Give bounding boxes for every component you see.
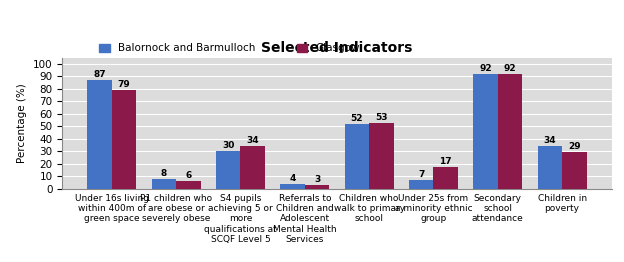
Bar: [216, 151, 240, 189]
Bar: [369, 123, 394, 189]
Bar: [305, 185, 329, 189]
Text: 79: 79: [118, 80, 130, 89]
Text: 7: 7: [418, 170, 424, 179]
Text: 34: 34: [246, 136, 259, 145]
Text: 30: 30: [222, 141, 235, 150]
Text: 87: 87: [93, 70, 106, 79]
Bar: [344, 124, 369, 189]
Y-axis label: Percentage (%): Percentage (%): [17, 83, 27, 163]
Bar: [176, 181, 200, 189]
Bar: [474, 74, 498, 189]
Text: 53: 53: [375, 112, 388, 122]
Text: 3: 3: [314, 175, 320, 184]
Text: 92: 92: [504, 64, 516, 73]
Bar: [434, 167, 458, 189]
Text: 6: 6: [185, 171, 192, 180]
Title: Selected Indicators: Selected Indicators: [261, 41, 412, 55]
Bar: [112, 90, 136, 189]
Bar: [538, 146, 562, 189]
Bar: [280, 184, 305, 189]
Text: 34: 34: [544, 136, 556, 145]
Text: 29: 29: [568, 143, 581, 151]
Text: 8: 8: [161, 169, 167, 178]
Bar: [152, 179, 176, 189]
Text: 4: 4: [290, 174, 296, 183]
Bar: [498, 74, 522, 189]
Legend: Balornock and Barmulloch, Glasgow: Balornock and Barmulloch, Glasgow: [95, 39, 364, 58]
Bar: [409, 180, 434, 189]
Bar: [87, 80, 112, 189]
Bar: [240, 146, 265, 189]
Text: 17: 17: [439, 157, 452, 166]
Bar: [562, 152, 587, 189]
Text: 52: 52: [351, 114, 363, 123]
Text: 92: 92: [479, 64, 492, 73]
